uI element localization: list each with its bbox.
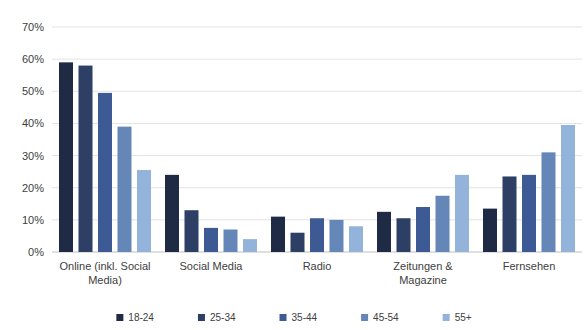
- x-tick-label: Social Media: [180, 260, 244, 272]
- bar: [416, 207, 430, 252]
- y-tick-label: 70%: [22, 21, 44, 33]
- legend-label: 45-54: [373, 312, 399, 323]
- legend-label: 25-34: [210, 312, 236, 323]
- legend-swatch: [198, 314, 205, 321]
- bar: [165, 175, 179, 252]
- x-tick-label-line: Radio: [303, 260, 332, 272]
- bar: [503, 176, 517, 252]
- x-tick-label-line: Magazine: [399, 274, 447, 286]
- legend-swatch: [361, 314, 368, 321]
- bar: [204, 228, 218, 252]
- x-tick-label: Zeitungen & Magazine: [393, 260, 453, 286]
- y-tick-label: 0%: [28, 246, 44, 258]
- bar: [483, 209, 497, 252]
- legend-swatch: [280, 314, 287, 321]
- bar: [542, 152, 556, 252]
- x-tick-label: Radio: [303, 260, 332, 272]
- bar: [436, 196, 450, 252]
- bar: [243, 239, 257, 252]
- bar: [118, 127, 132, 252]
- bar: [137, 170, 151, 252]
- bars: [59, 62, 575, 252]
- y-tick-label: 60%: [22, 53, 44, 65]
- bar: [330, 220, 344, 252]
- x-tick-label-line: Media): [88, 274, 122, 286]
- y-tick-label: 20%: [22, 182, 44, 194]
- grid-line: [52, 91, 582, 92]
- x-tick-label: Online (inkl. Social Media): [59, 260, 150, 286]
- bar: [98, 93, 112, 252]
- legend-label: 55+: [455, 312, 472, 323]
- bar: [291, 233, 305, 252]
- bar: [59, 62, 73, 252]
- bar: [271, 217, 285, 252]
- legend-swatch: [443, 314, 450, 321]
- legend: 18-24 25-34 35-44 45-54 55+: [116, 312, 471, 323]
- bar: [79, 66, 93, 252]
- bar: [349, 226, 363, 252]
- y-tick-label: 10%: [22, 214, 44, 226]
- bar: [455, 175, 469, 252]
- bar: [522, 175, 536, 252]
- bar: [224, 230, 238, 253]
- y-tick-label: 30%: [22, 150, 44, 162]
- bar: [310, 218, 324, 252]
- y-tick-label: 50%: [22, 85, 44, 97]
- legend-label: 18-24: [128, 312, 154, 323]
- grid-line: [52, 59, 582, 60]
- grid-line: [52, 123, 582, 124]
- legend-swatch: [116, 314, 123, 321]
- bar: [397, 218, 411, 252]
- x-tick-label-line: Fernsehen: [503, 260, 556, 272]
- bar: [185, 210, 199, 252]
- grid-line: [52, 27, 582, 28]
- legend-label: 35-44: [292, 312, 318, 323]
- x-tick-label: Fernsehen: [503, 260, 556, 272]
- x-tick-label-line: Online (inkl. Social: [59, 260, 150, 272]
- y-tick-label: 40%: [22, 117, 44, 129]
- bar: [377, 212, 391, 252]
- x-tick-label-line: Social Media: [180, 260, 244, 272]
- chart: 0% 10% 20% 30% 40% 50% 60% 70% Online (inkl. Soc…: [0, 0, 588, 330]
- x-tick-label-line: Zeitungen &: [393, 260, 453, 272]
- bar: [561, 125, 575, 252]
